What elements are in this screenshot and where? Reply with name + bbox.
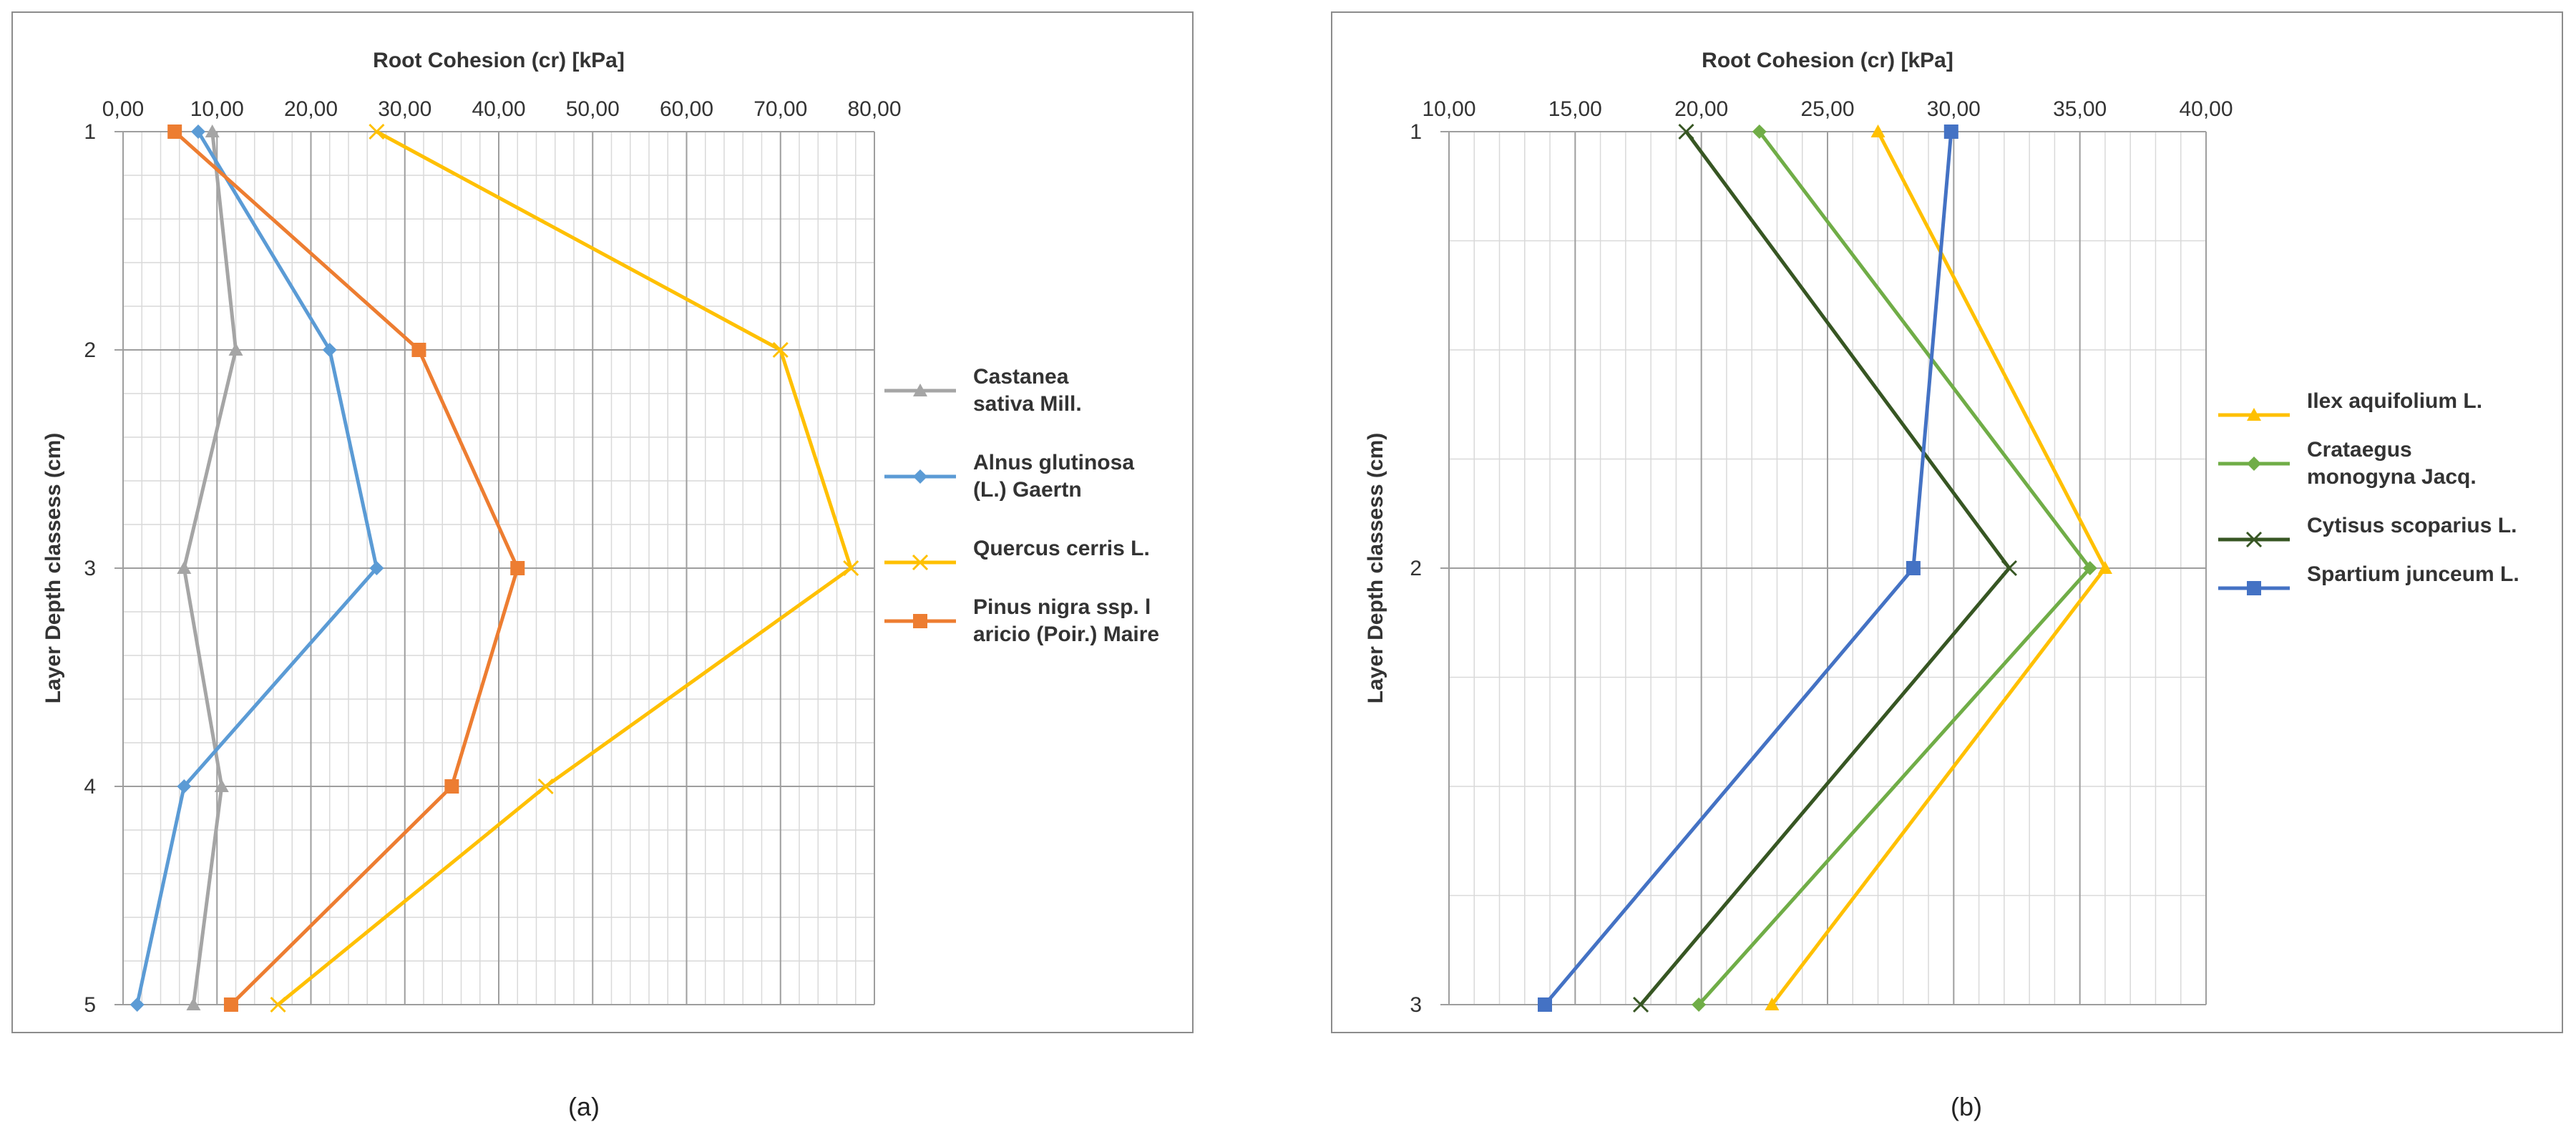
x-axis-title: Root Cohesion (cr) [kPa] [1702, 49, 1953, 72]
data-point [130, 997, 145, 1012]
data-point [537, 778, 554, 795]
caption-b: (b) [1951, 1092, 1982, 1121]
y-tick-label: 5 [84, 993, 96, 1017]
x-tick-label: 60,00 [660, 97, 713, 121]
legend-swatch-marker [2245, 531, 2263, 548]
data-point [205, 125, 220, 137]
legend-label: Quercus cerris L. [973, 537, 1150, 560]
data-point [772, 341, 789, 358]
legend-swatch-marker [2247, 408, 2261, 421]
x-tick-label: 50,00 [566, 97, 620, 121]
data-point [2001, 560, 2017, 577]
x-tick-label: 10,00 [1422, 97, 1475, 121]
data-point [177, 779, 192, 794]
y-axis-title: Layer Depth classess (cm) [1364, 433, 1387, 704]
legend-swatch-marker [912, 554, 929, 571]
data-point [1943, 125, 1958, 139]
data-point [1870, 125, 1885, 137]
data-point [228, 343, 243, 356]
chart-b-svg: 10,00 15,00 20,00 25,00 30,00 35,00 40,00 1 2 3 Ro… [1364, 49, 2519, 1017]
x-tick-label: 30,00 [378, 97, 431, 121]
legend-label: Cytisus scoparius L. [2307, 514, 2517, 537]
x-tick-label: 80,00 [847, 97, 901, 121]
y-tick-label: 1 [1410, 120, 1422, 144]
data-point [843, 560, 859, 577]
data-point [177, 561, 192, 574]
data-point [214, 779, 229, 792]
x-tick-label: 20,00 [284, 97, 338, 121]
legend-label: Castanea [973, 365, 1069, 389]
y-tick-label: 1 [84, 120, 96, 144]
x-tick-label: 70,00 [753, 97, 807, 121]
y-tick-label: 3 [1410, 993, 1422, 1017]
x-tick-label: 25,00 [1800, 97, 1854, 121]
data-point [369, 123, 385, 140]
data-point [167, 125, 182, 139]
x-tick-label: 30,00 [1927, 97, 1981, 121]
x-tick-label: 20,00 [1674, 97, 1728, 121]
legend-swatch-marker [913, 384, 927, 396]
data-point [186, 997, 201, 1010]
data-point [2082, 561, 2097, 575]
data-point [411, 343, 426, 357]
data-point [369, 561, 384, 575]
legend-swatch-marker [913, 469, 927, 484]
data-point [1765, 997, 1780, 1010]
x-tick-label: 15,00 [1548, 97, 1602, 121]
legend-label: (L.) Gaertn [973, 478, 1082, 502]
legend-swatch-marker [2247, 581, 2261, 595]
chart-panel-b: 10,00 15,00 20,00 25,00 30,00 35,00 40,00 1 2 3 Ro… [1331, 11, 2563, 1033]
legend-swatch-marker [913, 614, 927, 628]
legend-label: Crataegus [2307, 438, 2412, 462]
data-point [1632, 996, 1649, 1013]
y-axis-title: Layer Depth classess (cm) [42, 433, 65, 704]
data-point [1678, 123, 1694, 140]
legend-label: Spartium junceum L. [2307, 562, 2519, 586]
x-axis-title: Root Cohesion (cr) [kPa] [373, 49, 625, 72]
x-tick-label: 40,00 [472, 97, 525, 121]
y-tick-label: 4 [84, 775, 96, 799]
y-tick-label: 3 [84, 557, 96, 580]
data-point [322, 343, 337, 357]
data-point [444, 779, 459, 794]
data-point [1906, 561, 1921, 575]
legend-label: monogyna Jacq. [2307, 465, 2477, 489]
data-point [2097, 561, 2112, 574]
data-point [510, 561, 525, 575]
legend-label: Alnus glutinosa [973, 451, 1134, 474]
data-point [1752, 125, 1767, 139]
y-tick-label: 2 [1410, 557, 1422, 580]
x-tick-label: 40,00 [2179, 97, 2233, 121]
x-tick-label: 0,00 [102, 97, 144, 121]
chart-a-svg: 0,00 10,00 20,00 30,00 40,00 50,00 60,00 70,00 8… [42, 49, 1159, 1017]
x-tick-label: 35,00 [2053, 97, 2107, 121]
data-point [270, 996, 286, 1013]
legend-label: aricio (Poir.) Maire [973, 623, 1159, 646]
y-tick-label: 2 [84, 338, 96, 362]
data-point [1538, 997, 1553, 1012]
data-point [223, 997, 238, 1012]
legend-label: sativa Mill. [973, 392, 1082, 416]
legend-swatch-marker [2247, 457, 2261, 471]
data-point [191, 125, 205, 139]
caption-a: (a) [568, 1092, 600, 1121]
legend-label: Pinus nigra ssp. l [973, 595, 1151, 619]
x-tick-label: 10,00 [190, 97, 244, 121]
chart-panel-a: 0,00 10,00 20,00 30,00 40,00 50,00 60,00 70,00 8… [11, 11, 1194, 1033]
legend-label: Ilex aquifolium L. [2307, 389, 2482, 413]
data-point [1692, 997, 1707, 1012]
